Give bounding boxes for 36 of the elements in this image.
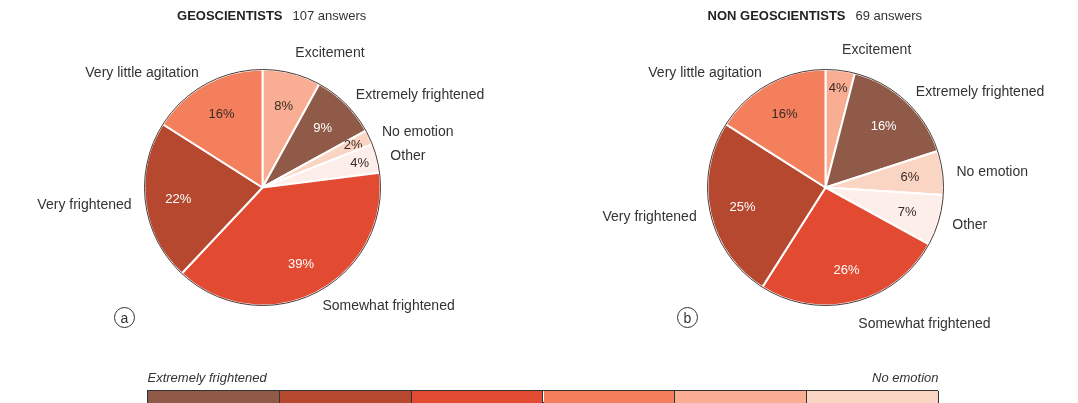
slice-label: Very little agitation xyxy=(85,63,199,80)
slice-label: Somewhat frightened xyxy=(858,315,991,332)
slice-label: Other xyxy=(390,146,426,163)
data-label: 25% xyxy=(729,198,757,214)
slice-label: Other xyxy=(952,216,988,233)
data-label: 9% xyxy=(313,119,333,135)
data-label: 16% xyxy=(208,105,236,121)
data-label: 2% xyxy=(343,137,364,153)
data-label: 22% xyxy=(165,190,192,206)
chart-title: GEOSCIENTISTS xyxy=(177,8,283,23)
data-label: 8% xyxy=(274,97,294,113)
slice-label: Extremely frightened xyxy=(915,83,1045,100)
slice-label: Excitement xyxy=(842,40,912,57)
slice-label: Extremely frightened xyxy=(355,86,485,103)
slice-label: Very frightened xyxy=(37,196,132,213)
data-label: 4% xyxy=(828,80,848,96)
data-label: 4% xyxy=(350,155,370,171)
chart-title: NON GEOSCIENTISTS xyxy=(707,8,846,23)
chart-subtitle: 107 answers xyxy=(292,8,367,23)
data-label: 39% xyxy=(288,255,315,271)
text: No emotion xyxy=(872,370,939,385)
data-label: 6% xyxy=(900,169,920,185)
data-label: 7% xyxy=(897,203,917,219)
slice-label: Excitement xyxy=(295,43,365,60)
slice-label: Somewhat frightened xyxy=(322,297,455,314)
text: Extremely frightened xyxy=(147,370,268,385)
data-label: 16% xyxy=(870,118,898,134)
slice-label: Very frightened xyxy=(602,208,697,225)
data-label: 26% xyxy=(833,262,861,278)
chart-subtitle: 69 answers xyxy=(855,8,923,23)
text: a xyxy=(120,309,129,326)
slice-label: No emotion xyxy=(956,162,1029,179)
data-label: 16% xyxy=(771,105,799,121)
slice-label: Very little agitation xyxy=(648,63,762,80)
slice-label: No emotion xyxy=(381,123,454,140)
text: b xyxy=(683,309,692,326)
